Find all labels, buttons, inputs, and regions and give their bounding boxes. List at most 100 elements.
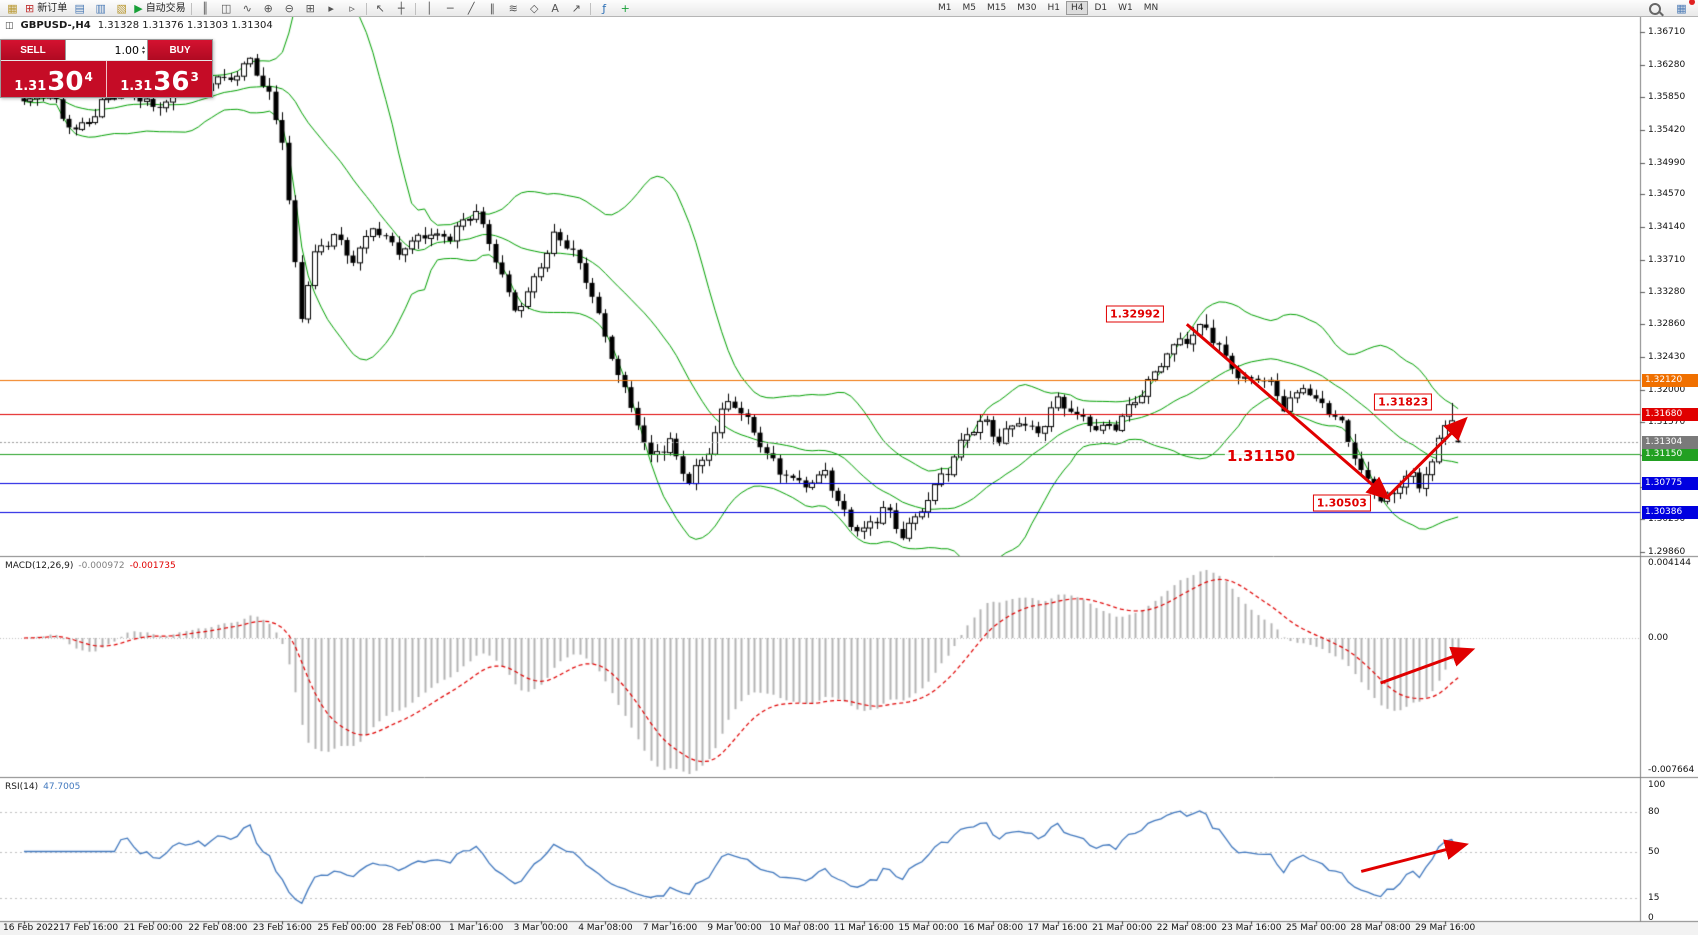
toolbar-separator xyxy=(589,2,591,15)
fibonacci-icon[interactable]: ≋ xyxy=(503,1,524,16)
bar-chart-icon: ║ xyxy=(201,2,209,15)
price-tick-label: 1.36710 xyxy=(1648,27,1686,37)
buy-button[interactable]: BUY xyxy=(148,40,212,60)
macd-scale-label: 0.004144 xyxy=(1648,558,1691,568)
macd-name: MACD(12,26,9) xyxy=(5,561,74,571)
time-axis-label: 21 Feb 00:00 xyxy=(123,923,183,933)
macd-value: -0.000972 xyxy=(78,561,125,571)
timeframe-button-m1[interactable]: M1 xyxy=(938,3,952,13)
charts-icon[interactable]: ▦ xyxy=(2,1,23,16)
time-axis-label: 7 Mar 16:00 xyxy=(642,923,698,933)
rsi-scale-label: 50 xyxy=(1648,846,1660,857)
trend-arrow[interactable] xyxy=(1185,323,1391,501)
time-axis-label: 1 Mar 16:00 xyxy=(449,923,504,933)
crosshair-icon: ┼ xyxy=(397,2,405,15)
crosshair-icon[interactable]: ┼ xyxy=(391,1,412,16)
price-tick-label: 1.35420 xyxy=(1648,124,1686,135)
price-tick-label: 1.31570 xyxy=(1648,417,1686,428)
buy-price-prefix: 1.31 xyxy=(120,79,153,94)
fibonacci-icon: ≋ xyxy=(508,2,518,15)
alerts-icon: ▦ xyxy=(1676,2,1687,15)
buy-price-display[interactable]: 1.31 36 3 xyxy=(107,61,212,97)
cursor-icon[interactable]: ↖ xyxy=(370,1,391,16)
market-watch-icon[interactable]: ▤ xyxy=(69,1,90,16)
channel-icon: ∥ xyxy=(489,2,495,15)
timeframe-button-m30[interactable]: M30 xyxy=(1017,3,1037,13)
volume-spinner[interactable]: ▴ ▾ xyxy=(141,44,145,56)
auto-scroll-icon[interactable]: ▸ xyxy=(321,1,342,16)
price-annotation[interactable]: 1.30503 xyxy=(1312,494,1371,512)
add-indicator-icon[interactable]: + xyxy=(615,1,636,16)
timeframe-button-w1[interactable]: W1 xyxy=(1118,3,1133,13)
time-axis-label: 9 Mar 00:00 xyxy=(707,923,762,933)
time-axis-label: 16 Feb 2022 xyxy=(3,923,60,933)
vertical-line-icon[interactable]: │ xyxy=(419,1,440,16)
time-axis-label: 16 Mar 08:00 xyxy=(962,923,1024,933)
sell-price-main: 30 xyxy=(47,67,84,97)
chart-shift-icon[interactable]: ▹ xyxy=(342,1,363,16)
add-indicator-icon: + xyxy=(620,2,630,15)
trendline-icon[interactable]: ╱ xyxy=(461,1,482,16)
horizontal-line-icon[interactable]: ─ xyxy=(440,1,461,16)
timeframe-button-mn[interactable]: MN xyxy=(1143,3,1159,13)
autotrading-button[interactable]: ▶ 自动交易 xyxy=(132,1,187,16)
bar-chart-icon[interactable]: ║ xyxy=(195,1,216,16)
price-tick-label: 1.32860 xyxy=(1648,319,1686,330)
zoom-in-icon[interactable]: ⊕ xyxy=(258,1,279,16)
current-price-label: 1.31304 xyxy=(1642,436,1698,450)
text-icon[interactable]: A xyxy=(545,1,566,16)
rsi-indicator-label: RSI(14) 47.7005 xyxy=(5,782,80,792)
timeframe-button-h4[interactable]: H4 xyxy=(1065,1,1089,15)
time-axis-label: 21 Mar 00:00 xyxy=(1092,923,1153,933)
volume-field[interactable]: 1.00 ▴ ▾ xyxy=(65,40,148,60)
price-annotation[interactable]: 1.31150 xyxy=(1224,447,1298,466)
autotrading-button: ▶ xyxy=(134,2,143,15)
price-tick-label: 1.32430 xyxy=(1648,351,1686,362)
tile-windows-icon[interactable]: ⊞ xyxy=(300,1,321,16)
price-level-label: 1.31680 xyxy=(1642,407,1698,421)
trend-arrow[interactable] xyxy=(1386,416,1468,499)
price-annotation[interactable]: 1.31823 xyxy=(1374,393,1433,411)
spinner-up-icon[interactable]: ▴ xyxy=(141,44,145,51)
time-axis-label: 22 Mar 08:00 xyxy=(1156,923,1217,933)
trend-arrow[interactable] xyxy=(1360,839,1469,873)
sell-price-display[interactable]: 1.31 30 4 xyxy=(1,61,107,97)
indicators-icon[interactable]: ƒ xyxy=(594,1,615,16)
macd-signal-value: -0.001735 xyxy=(129,561,176,571)
timeframe-button-h1[interactable]: H1 xyxy=(1047,3,1060,13)
price-annotation[interactable]: 1.32992 xyxy=(1106,305,1165,323)
shapes-icon[interactable]: ◇ xyxy=(524,1,545,16)
timeframe-toolbar: M1 M5 M15 M30 H1 H4 D1 W1 MN xyxy=(933,1,1163,15)
navigator-icon[interactable]: ▧ xyxy=(111,1,132,16)
line-chart-icon[interactable]: ∿ xyxy=(237,1,258,16)
spinner-down-icon[interactable]: ▾ xyxy=(141,49,145,56)
price-level-label: 1.31150 xyxy=(1642,448,1698,462)
time-axis-label: 3 Mar 00:00 xyxy=(513,923,568,933)
alerts-icon[interactable]: ▦ xyxy=(1671,0,1695,16)
timeframe-button-m5[interactable]: M5 xyxy=(962,3,977,13)
zoom-out-icon[interactable]: ⊖ xyxy=(279,1,300,16)
timeframe-button-d1[interactable]: D1 xyxy=(1094,3,1108,13)
data-window-icon[interactable]: ▥ xyxy=(90,1,111,16)
price-chart-canvas[interactable] xyxy=(0,17,1698,935)
chart-title-bar: ◫ GBPUSD-,H4 1.31328 1.31376 1.31303 1.3… xyxy=(5,20,273,31)
horizontal-line-icon: ─ xyxy=(446,2,454,15)
tile-windows-icon: ⊞ xyxy=(305,2,315,15)
sell-button[interactable]: SELL xyxy=(1,40,65,60)
arrow-tool-icon[interactable]: ↗ xyxy=(566,1,587,16)
auto-scroll-icon: ▸ xyxy=(328,2,334,15)
time-axis-label: 28 Mar 08:00 xyxy=(1350,923,1411,933)
ohlc-readout: 1.31328 1.31376 1.31303 1.31304 xyxy=(97,20,273,31)
toolbar-separator xyxy=(414,2,416,15)
price-tick-label: 1.34140 xyxy=(1648,222,1686,233)
search-icon[interactable] xyxy=(1644,1,1665,16)
channel-icon[interactable]: ∥ xyxy=(482,1,503,16)
trend-arrow[interactable] xyxy=(1380,646,1476,685)
price-tick-label: 1.33710 xyxy=(1648,254,1686,265)
timeframe-button-m15[interactable]: M15 xyxy=(987,3,1007,13)
time-axis-label: 15 Mar 00:00 xyxy=(898,923,959,933)
indicators-icon: ƒ xyxy=(602,2,607,15)
candlestick-chart-icon[interactable]: ◫ xyxy=(216,1,237,16)
new-order-button[interactable]: ⊞ 新订单 xyxy=(23,1,69,16)
